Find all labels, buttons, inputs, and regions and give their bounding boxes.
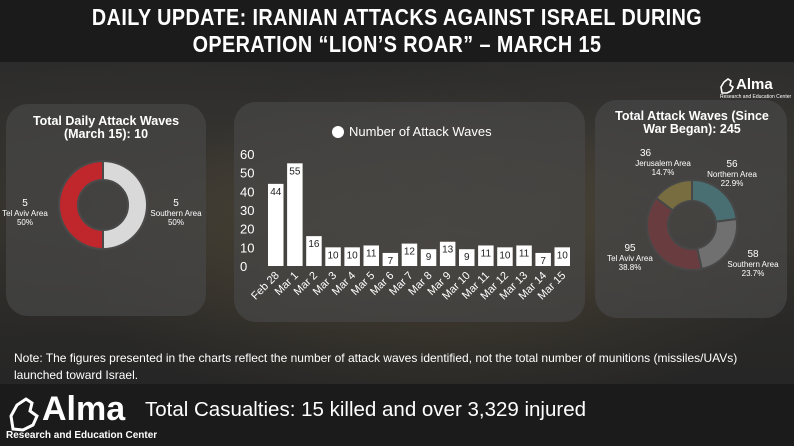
bar — [382, 252, 399, 266]
alma-map-icon — [9, 397, 39, 432]
bar-value-label: 10 — [347, 250, 359, 261]
total-southern-label: 58 Southern Area 23.7% — [727, 249, 779, 278]
y-tick-label: 40 — [240, 184, 254, 199]
daily-tel-aviv-label: 5 Tel Aviv Area 50% — [2, 198, 48, 227]
bar — [287, 163, 303, 266]
bar-value-label: 55 — [289, 166, 301, 177]
logo-tagline: Research and Education Center — [6, 430, 158, 441]
bar — [363, 245, 379, 266]
bar — [306, 236, 322, 266]
legend-label: Number of Attack Waves — [349, 124, 492, 139]
logo-name: Alma — [736, 76, 773, 93]
bar — [268, 183, 284, 266]
bar-value-label: 9 — [464, 252, 470, 263]
bar — [401, 243, 418, 266]
alma-logo-bottom: Alma Research and Education Center — [4, 390, 157, 444]
bar — [420, 249, 437, 266]
legend-marker — [332, 126, 344, 138]
total-waves-title: Total Attack Waves (Since War Began): 24… — [615, 109, 769, 136]
bar-value-label: 44 — [270, 187, 282, 198]
bar-value-label: 7 — [540, 256, 546, 267]
casualties-summary: Total Casualties: 15 killed and over 3,3… — [145, 398, 587, 421]
bar-value-label: 10 — [557, 250, 569, 261]
bar — [459, 249, 475, 266]
y-tick-label: 60 — [240, 147, 254, 162]
y-tick-label: 50 — [240, 166, 254, 181]
alma-logo-top: Alma Research and Education Center — [718, 76, 791, 100]
page-title: DAILY UPDATE: IRANIAN ATTACKS AGAINST IS… — [91, 4, 703, 57]
logo-name: Alma — [42, 390, 126, 428]
bar — [478, 245, 494, 266]
bar — [497, 247, 513, 266]
bar-value-label: 13 — [442, 245, 454, 256]
total-tel-aviv-label: 95 Tel Aviv Area 38.8% — [607, 243, 653, 272]
alma-map-icon — [720, 78, 735, 94]
methodology-note: Note: The figures presented in the chart… — [14, 351, 738, 382]
bar-value-label: 9 — [426, 252, 432, 263]
bar-value-label: 11 — [366, 248, 377, 259]
y-tick-label: 30 — [240, 203, 254, 218]
total-jerusalem-label: 36 Jerusalem Area 14.7% — [635, 148, 691, 177]
bar-value-label: 12 — [404, 247, 416, 258]
bar — [516, 245, 532, 266]
bar-value-label: 16 — [308, 239, 320, 250]
total-northern-label: 56 Northern Area 22.9% — [707, 159, 757, 188]
bar — [535, 252, 551, 266]
y-tick-label: 10 — [240, 240, 254, 255]
logo-tagline: Research and Education Center — [720, 94, 792, 100]
y-tick-label: 0 — [240, 259, 247, 274]
bar-value-label: 11 — [481, 248, 492, 259]
bar — [554, 247, 570, 266]
y-tick-label: 20 — [240, 222, 254, 237]
bar — [325, 247, 341, 266]
bar — [344, 247, 360, 266]
total-waves-panel — [595, 100, 787, 318]
bar-value-label: 10 — [499, 250, 511, 261]
daily-waves-title: Total Daily Attack Waves (March 15): 10 — [32, 114, 180, 141]
bar — [439, 241, 456, 266]
bar-value-label: 7 — [388, 256, 394, 267]
daily-southern-label: 5 Southern Area 50% — [150, 198, 202, 227]
bar-value-label: 11 — [519, 248, 530, 259]
bar-value-label: 10 — [327, 250, 339, 261]
